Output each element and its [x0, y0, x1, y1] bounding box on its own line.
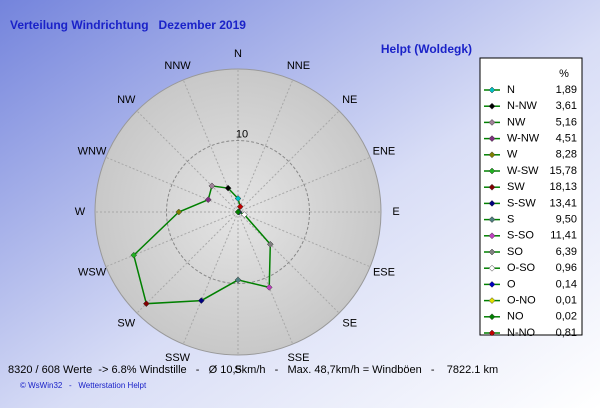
legend-value: 1,89 — [556, 84, 577, 96]
legend-value: 11,41 — [550, 230, 577, 242]
point-marker — [236, 203, 244, 211]
legend-label: W — [507, 149, 518, 161]
legend-label: SO — [507, 246, 523, 258]
legend-header: % — [559, 68, 569, 80]
legend-label: N-NW — [507, 100, 538, 112]
point-marker — [208, 182, 216, 190]
legend-marker — [488, 135, 496, 142]
subtitle: Helpt (Woldegk) — [381, 42, 472, 56]
point-marker — [234, 276, 242, 284]
axis-label: N — [234, 48, 242, 60]
axis-label: SSE — [287, 352, 309, 364]
legend-marker — [488, 167, 496, 175]
legend-value: 18,13 — [549, 181, 577, 193]
legend-value: 0,02 — [556, 311, 577, 323]
legend-label: S-SO — [507, 230, 534, 242]
chart-title: Verteilung Windrichtung Dezember 2019 — [10, 18, 246, 32]
legend-label: W-NW — [507, 133, 540, 145]
legend-marker — [488, 248, 496, 256]
legend-marker — [488, 200, 496, 207]
legend-marker — [488, 102, 496, 110]
legend-marker — [488, 151, 496, 159]
axis-label: WNW — [78, 145, 107, 157]
legend-marker — [488, 86, 496, 94]
axis-label: WSW — [78, 266, 107, 278]
legend-marker — [488, 313, 496, 321]
point-marker — [204, 196, 212, 204]
point-marker — [175, 208, 183, 216]
axis-label: SW — [117, 318, 135, 330]
point-marker — [142, 300, 150, 308]
axis-label: NE — [342, 94, 357, 106]
legend-marker — [488, 232, 496, 240]
legend-value: 0,14 — [556, 278, 577, 290]
legend-marker — [488, 183, 496, 191]
legend-value: 5,16 — [556, 116, 577, 128]
legend-value: 9,50 — [556, 214, 577, 226]
point-marker — [266, 240, 274, 248]
legend-value: 4,51 — [556, 133, 577, 145]
legend-label: S-SW — [507, 197, 536, 209]
point-marker — [265, 284, 273, 291]
legend-label: S — [507, 214, 514, 226]
grid-ring — [166, 140, 310, 284]
legend-value: 3,61 — [556, 100, 577, 112]
axis-label: S — [234, 364, 241, 376]
point-marker — [240, 211, 248, 218]
axis-label: W — [75, 206, 86, 218]
axis-label: NNW — [164, 60, 191, 72]
axis-label: NW — [117, 94, 136, 106]
point-marker — [234, 208, 242, 216]
legend-label: O — [507, 278, 516, 290]
legend-label: O-NO — [507, 295, 536, 307]
legend-value: 6,39 — [556, 246, 577, 258]
legend-label: W-SW — [507, 165, 539, 177]
legend-marker — [488, 119, 496, 126]
legend-label: SW — [507, 181, 525, 193]
point-marker — [130, 251, 138, 259]
legend-value: 15,78 — [549, 165, 577, 177]
axis-label: SSW — [165, 352, 191, 364]
point-marker — [224, 184, 232, 192]
legend-box — [479, 57, 583, 336]
legend-value: 8,28 — [556, 149, 577, 161]
legend-marker — [488, 297, 496, 304]
footer: 8320 / 608 Werte -> 6.8% Windstille - Ø … — [8, 364, 498, 376]
axis-label: SE — [342, 318, 357, 330]
legend-label: NW — [507, 116, 526, 128]
legend-label: N — [507, 84, 515, 96]
legend-value: 0,96 — [556, 262, 577, 274]
axis-label: ENE — [373, 145, 396, 157]
legend-label: O-SO — [507, 262, 536, 274]
legend-marker — [488, 264, 496, 272]
legend-marker — [488, 281, 496, 288]
legend-marker — [488, 329, 496, 337]
axis-label: NNE — [287, 60, 310, 72]
axis-label: E — [392, 206, 399, 218]
point-marker — [197, 297, 205, 304]
axis-label: ESE — [373, 266, 395, 278]
legend-marker — [488, 216, 496, 223]
r-tick-label: 10 — [236, 128, 248, 140]
legend-value: 0,01 — [556, 295, 577, 307]
credit: © WsWin32 - Wetterstation Helpt — [20, 381, 147, 390]
legend-label: NO — [507, 311, 524, 323]
point-marker — [234, 195, 242, 202]
legend-label: N-NO — [507, 327, 536, 339]
legend-value: 0,81 — [556, 327, 577, 339]
legend-value: 13,41 — [549, 197, 577, 209]
